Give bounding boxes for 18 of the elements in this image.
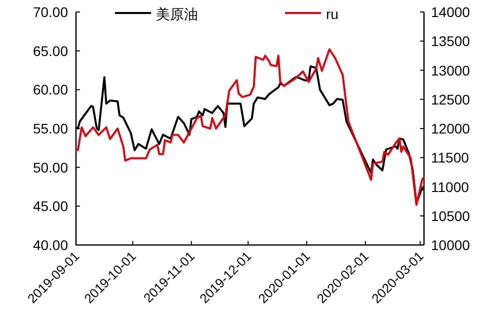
y-tick-label: 55.00 xyxy=(32,120,68,136)
y2-tick-label: 11000 xyxy=(431,178,470,195)
legend-label: ru xyxy=(326,6,338,22)
y-tick-label: 65.00 xyxy=(32,42,68,59)
y2-tick-label: 14000 xyxy=(431,4,470,20)
y2-tick-label: 13500 xyxy=(431,33,470,50)
y-tick-label: 70.00 xyxy=(32,4,68,20)
legend-label: 美原油 xyxy=(156,6,198,22)
y-tick-label: 45.00 xyxy=(32,198,68,214)
y2-tick-label: 10000 xyxy=(431,237,470,253)
y-tick-label: 50.00 xyxy=(32,159,68,176)
y2-tick-label: 11500 xyxy=(431,150,470,166)
y2-tick-label: 12000 xyxy=(431,120,470,136)
y2-tick-label: 10500 xyxy=(431,208,470,224)
y-tick-label: 40.00 xyxy=(32,237,68,253)
y-tick-label: 60.00 xyxy=(32,82,68,98)
y2-tick-label: 12500 xyxy=(431,91,470,108)
y2-tick-label: 13000 xyxy=(431,62,470,78)
